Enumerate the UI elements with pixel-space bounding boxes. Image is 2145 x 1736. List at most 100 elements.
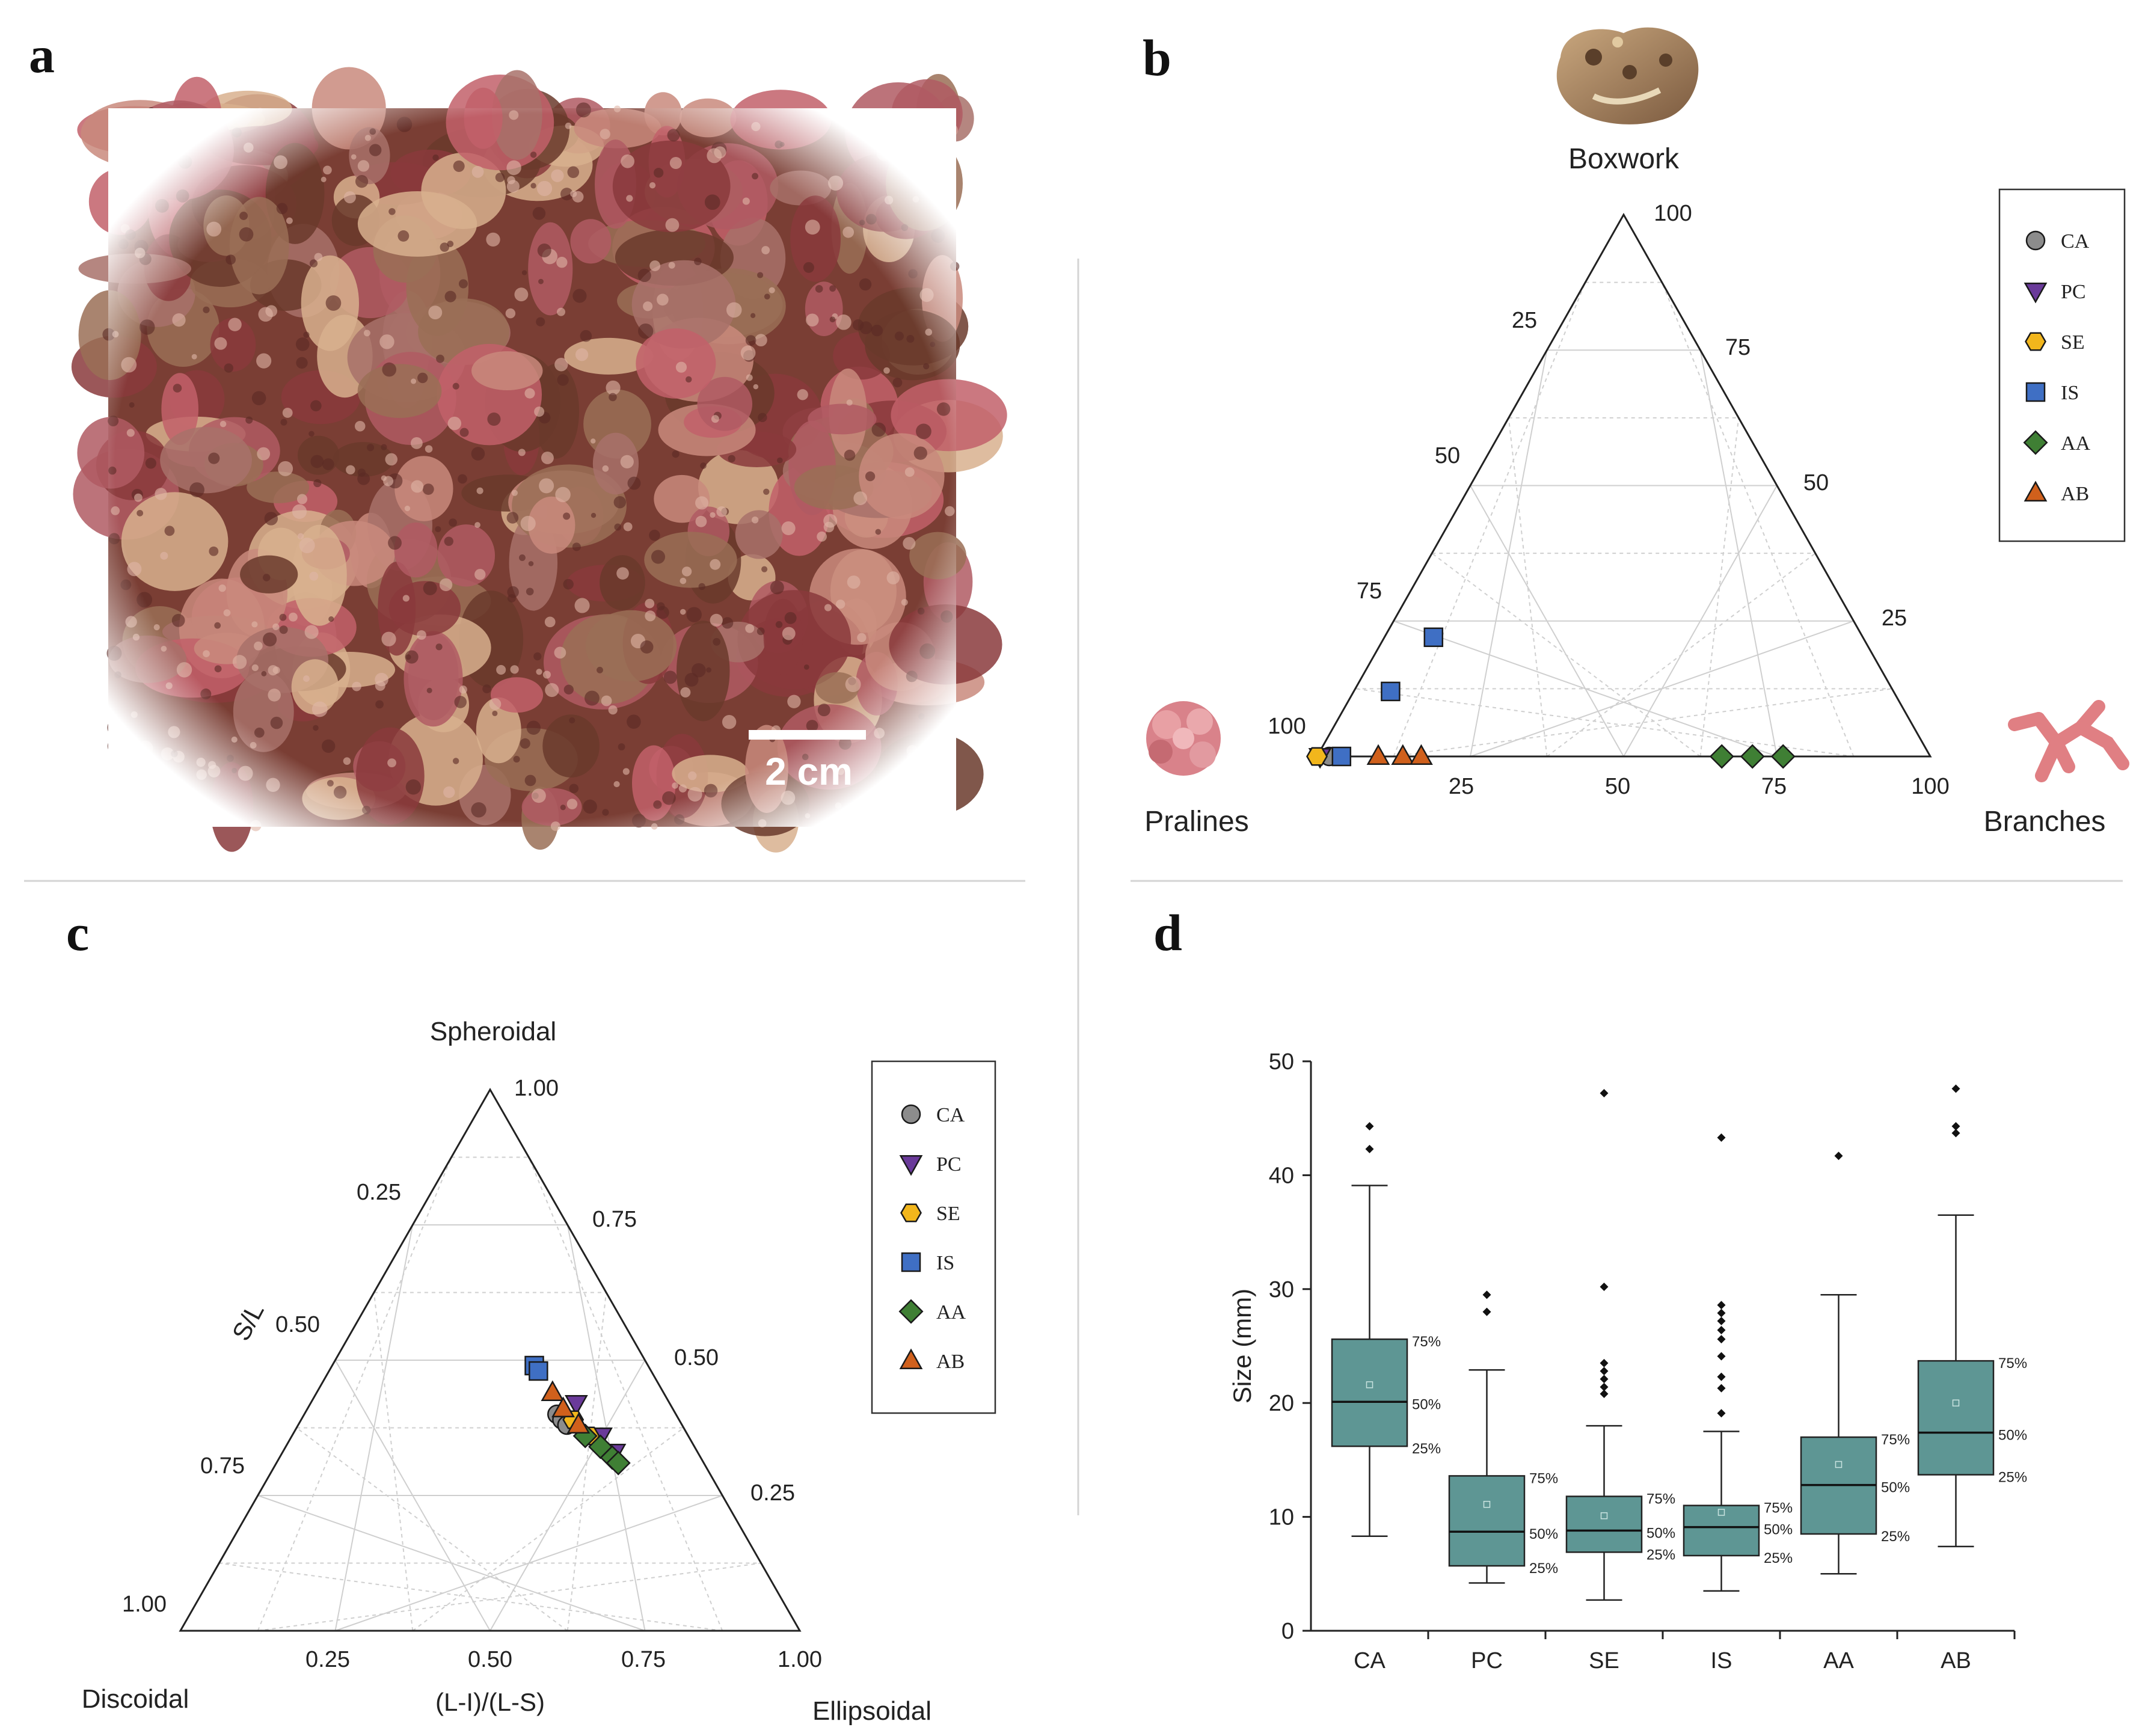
points-b <box>1306 627 1796 769</box>
panel-a: a 2 cm <box>29 26 1007 853</box>
percentile-label-aa: 25% <box>1881 1529 1910 1545</box>
outlier-is-3 <box>1717 1352 1726 1361</box>
legend-b: CA PC SE IS AA AB <box>2023 230 2091 505</box>
point-b-is-0 <box>1331 746 1352 767</box>
vertex-left-discoidal: Discoidal <box>82 1684 189 1714</box>
point-b-ab-0 <box>1366 744 1390 765</box>
legend-marker-aa <box>2023 430 2048 455</box>
legend-label-ab: AB <box>936 1351 965 1373</box>
legend-marker-se <box>900 1203 922 1222</box>
percentile-label-is: 50% <box>1764 1522 1793 1538</box>
y-tick-label: 30 <box>1269 1277 1294 1302</box>
grid-line <box>296 1427 568 1631</box>
legend-b-box <box>1998 188 2126 542</box>
outlier-se-1 <box>1600 1382 1609 1391</box>
point-c-ab-0 <box>541 1380 565 1401</box>
y-tick-label: 0 <box>1281 1619 1294 1644</box>
legend-label-aa: AA <box>936 1301 966 1323</box>
percentile-label-ab: 25% <box>1998 1470 2027 1486</box>
outlier-ab-2 <box>1951 1084 1960 1093</box>
x-tick-label-ab: AB <box>1941 1648 1971 1673</box>
tick-c-left-100: 1.00 <box>122 1592 167 1617</box>
tick-b-bottom-75: 75 <box>1761 774 1787 799</box>
outlier-se-5 <box>1600 1283 1609 1292</box>
box-ab <box>1917 1360 1995 1476</box>
box-is <box>1683 1504 1760 1557</box>
point-b-ab-1 <box>1391 744 1415 765</box>
x-tick-label-pc: PC <box>1471 1648 1503 1673</box>
y-axis-label: Size (mm) <box>1228 1289 1256 1403</box>
boxplot-d: 0 10 20 30 40 50 Size (mm) CA 75% 50% 25% PC 75% 50% 2… <box>1228 1049 2027 1673</box>
legend-marker-aa <box>898 1299 924 1324</box>
scale-bar-label: 2 cm <box>765 750 853 793</box>
mean-ca <box>1366 1381 1373 1388</box>
tick-b-right-25: 25 <box>1882 606 1907 631</box>
legend-marker-se <box>2025 332 2046 351</box>
panel-d-letter: d <box>1153 904 1182 962</box>
grid-line <box>335 1495 723 1631</box>
percentile-label-ca: 75% <box>1412 1334 1441 1350</box>
point-c-pc-0 <box>564 1395 588 1416</box>
box-pc <box>1448 1475 1526 1567</box>
tick-b-bottom-50: 50 <box>1605 774 1630 799</box>
percentile-label-se: 50% <box>1646 1525 1675 1541</box>
outlier-is-0 <box>1717 1409 1726 1418</box>
legend-label-pc: PC <box>936 1153 962 1176</box>
point-b-is-2 <box>1423 627 1444 648</box>
panel-b: b Boxwork Pralines Branches 25 50 <box>1143 27 2129 838</box>
percentile-label-se: 75% <box>1646 1491 1675 1507</box>
vertex-left-pralines: Pralines <box>1144 806 1248 838</box>
percentile-label-ab: 75% <box>1998 1355 2027 1372</box>
legend-marker-pc <box>899 1155 923 1176</box>
pralines-picture <box>1146 701 1221 776</box>
grid-line <box>1508 417 1548 757</box>
grid-line <box>257 1562 761 1631</box>
outlier-aa-0 <box>1834 1152 1843 1161</box>
legend-label-is: IS <box>2061 382 2079 404</box>
y-tick-label: 10 <box>1269 1505 1294 1530</box>
grid-line <box>566 1292 607 1631</box>
y-tick-label: 50 <box>1269 1049 1294 1075</box>
rhodolith-photo: 2 cm <box>71 67 1007 853</box>
percentile-label-ca: 25% <box>1412 1441 1441 1457</box>
mean-is <box>1717 1509 1725 1516</box>
tick-c-right-100: 1.00 <box>514 1076 559 1101</box>
ticks-b: 25 50 75 100 25 50 75 100 25 50 75 100 <box>1268 201 1949 799</box>
axis-label-li-ls: (L-I)/(L-S) <box>435 1688 545 1716</box>
x-tick-label-ca: CA <box>1354 1648 1386 1673</box>
percentile-label-aa: 75% <box>1881 1432 1910 1448</box>
tick-b-bottom-25: 25 <box>1449 774 1474 799</box>
outlier-is-5 <box>1717 1325 1726 1334</box>
point-b-se-0 <box>1306 747 1328 766</box>
tick-c-bottom-050: 0.50 <box>468 1647 512 1672</box>
legend-marker-ca <box>2025 230 2046 251</box>
boxwork-sponge-picture <box>1556 27 1699 124</box>
grid-line <box>219 1562 723 1631</box>
panel-c: c Spheroidal Discoidal Ellipsoidal S/L (… <box>66 904 996 1726</box>
point-b-aa-0 <box>1709 744 1734 769</box>
ternary-grid-c <box>219 1156 761 1631</box>
outlier-pc-1 <box>1482 1290 1491 1299</box>
outlier-is-1 <box>1717 1384 1726 1393</box>
ternary-grid-b <box>1355 281 1892 757</box>
point-c-ab-2 <box>566 1412 591 1434</box>
mean-aa <box>1835 1461 1843 1468</box>
box-ca <box>1331 1338 1408 1447</box>
percentile-label-ab: 50% <box>1998 1427 2027 1443</box>
grid-line <box>1699 417 1740 757</box>
outlier-is-7 <box>1717 1308 1726 1317</box>
percentile-label-is: 75% <box>1764 1500 1793 1517</box>
tick-c-right-050: 0.50 <box>674 1345 719 1370</box>
percentile-label-pc: 75% <box>1529 1470 1558 1486</box>
x-tick-label-is: IS <box>1711 1648 1732 1673</box>
tick-b-right-100: 100 <box>1654 201 1692 226</box>
outlier-is-2 <box>1717 1372 1726 1381</box>
tick-c-right-025: 0.25 <box>750 1480 795 1506</box>
point-b-ab-2 <box>1410 744 1433 765</box>
axis-label-s-l: S/L <box>227 1298 269 1345</box>
outlier-is-9 <box>1717 1133 1726 1142</box>
outlier-se-4 <box>1600 1358 1609 1367</box>
branches-picture <box>2008 700 2129 782</box>
legend-c: CA PC SE IS AA AB <box>898 1104 966 1373</box>
